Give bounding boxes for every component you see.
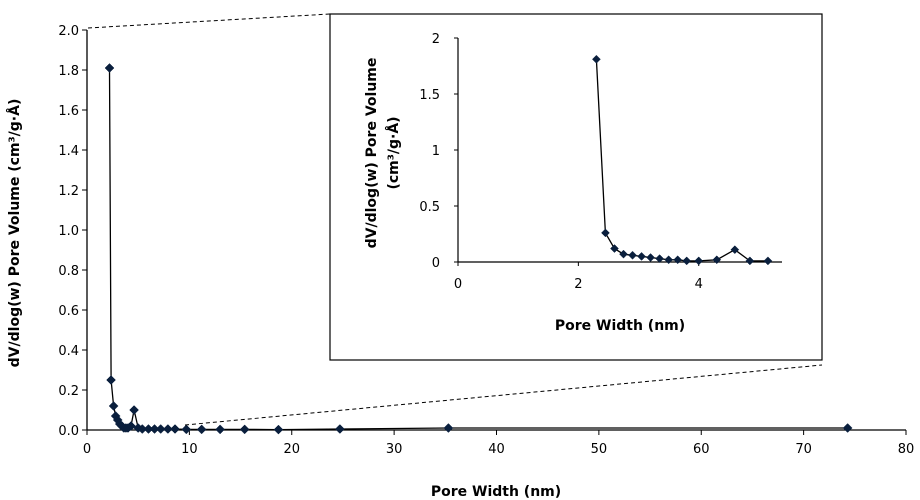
inset-data-point [763,256,773,266]
main-y-tick-label: 0.8 [58,264,79,279]
inset-data-point [637,252,646,261]
inset-data-point [601,228,610,238]
inset-chart: 0 2 4 0 0.5 1 1.5 2 Pore Width (nm) dV/dlog(w)… [329,13,823,361]
main-y-tick-label: 2.0 [58,24,79,39]
main-x-tick-label: 80 [898,442,915,457]
inset-y-tick-label: 0 [432,256,440,271]
inset-x-tick-label: 2 [574,277,582,292]
main-data-point [163,424,173,434]
main-y-tick-label: 0.2 [58,384,79,399]
main-data-point [181,424,192,435]
inset-series [592,54,773,266]
main-data-point [170,424,180,434]
main-y-axis-title: dV/dlog(w) Pore Volume (cm³/g·Å) [6,99,23,368]
main-y-tick-label: 0.4 [58,344,79,359]
inset-data-point [628,250,637,260]
main-data-point [129,405,139,415]
main-data-point [104,63,115,73]
inset-data-point [694,256,704,266]
main-y-tick-label: 1.8 [58,64,79,79]
main-data-point [155,424,166,434]
main-data-point [196,424,207,435]
inset-data-point [619,249,628,259]
inset-data-point [712,255,722,265]
main-x-axis-title: Pore Width (nm) [431,484,561,500]
inset-x-tick-label: 0 [454,277,462,292]
inset-series-line [595,59,768,262]
main-x-tick-label: 50 [591,442,608,457]
inset-y-axis-title: dV/dlog(w) Pore Volume (cm³/g·Å) [364,58,402,249]
main-data-point [842,423,853,433]
main-data-point [273,424,284,435]
main-data-point [126,421,136,431]
main-y-ticks: 0.0 0.2 0.4 0.6 0.8 1.0 1.2 1.4 1.6 1.8 2.0 [58,24,87,439]
main-series [104,63,853,435]
main-data-point [215,424,225,435]
main-data-point [443,423,454,433]
inset-data-point [655,254,664,263]
inset-data-point [646,253,655,262]
inset-y-tick-label: 1 [432,144,440,159]
inset-data-point [664,255,673,265]
main-y-tick-label: 1.4 [58,144,79,159]
main-x-tick-label: 70 [795,442,812,457]
inset-y-axis-title-line-1: dV/dlog(w) Pore Volume [364,58,380,249]
inset-y-axis-title-line-2: (cm³/g·Å) [385,116,402,189]
main-y-tick-label: 1.2 [58,184,79,199]
main-y-tick-label: 1.0 [58,224,79,239]
zoom-connector-top [87,13,331,29]
main-x-tick-label: 40 [488,442,505,457]
main-x-tick-label: 0 [83,442,91,457]
main-data-point [108,401,119,411]
inset-data-point [610,244,619,253]
main-data-point [106,375,116,385]
main-x-tick-label: 30 [386,442,403,457]
main-x-tick-label: 20 [283,442,300,457]
inset-y-tick-label: 2 [432,32,440,47]
inset-data-point [592,54,601,64]
inset-data-point [745,256,755,266]
main-y-tick-label: 1.6 [58,104,79,119]
main-x-tick-label: 10 [181,442,198,457]
inset-data-point [730,245,740,255]
zoom-connector-bottom [184,364,823,426]
inset-data-point [673,255,683,265]
main-y-tick-label: 0.0 [58,424,79,439]
inset-x-tick-label: 4 [695,277,703,292]
main-data-point [335,424,345,434]
main-x-tick-label: 60 [693,442,710,457]
main-data-point [239,424,250,435]
inset-y-tick-label: 0.5 [419,200,440,215]
inset-y-tick-label: 1.5 [419,88,440,103]
main-x-ticks: 0 10 20 30 40 50 60 70 80 [83,430,914,457]
main-y-tick-label: 0.6 [58,304,79,319]
inset-y-ticks: 0 0.5 1 1.5 2 [419,32,458,271]
inset-frame [329,13,823,361]
inset-data-point [682,256,692,266]
inset-x-axis-title: Pore Width (nm) [555,318,685,334]
